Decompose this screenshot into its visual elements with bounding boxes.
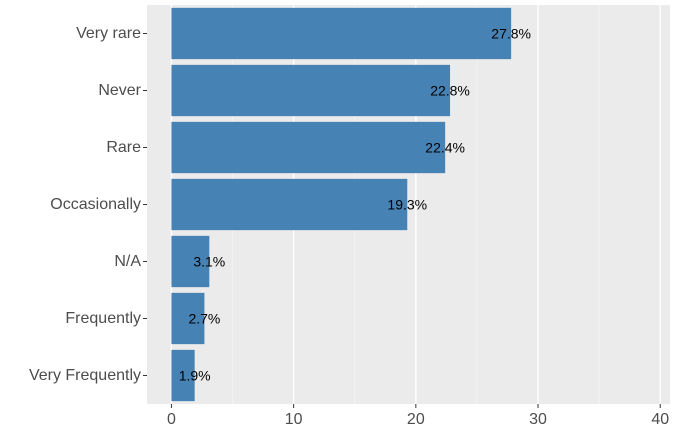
y-tick-label: Very Frequently <box>29 367 141 384</box>
y-tick-label: Rare <box>106 139 141 156</box>
x-tick-label: 20 <box>407 411 425 428</box>
bar <box>171 121 446 174</box>
data-label: 1.9% <box>179 368 211 384</box>
x-tick-label: 40 <box>651 411 669 428</box>
data-label: 2.7% <box>188 311 220 327</box>
y-tick-label: Frequently <box>65 310 141 327</box>
bars <box>171 7 512 402</box>
bar <box>171 235 210 288</box>
x-tick-label: 10 <box>285 411 303 428</box>
data-label: 3.1% <box>193 254 225 270</box>
data-label: 19.3% <box>387 197 427 213</box>
data-label: 22.4% <box>425 140 465 156</box>
bar <box>171 7 512 60</box>
data-labels: 27.8% 22.8% 22.4% 19.3% 3.1% 2.7% 1.9% <box>179 26 531 384</box>
x-tick-label: 30 <box>529 411 547 428</box>
y-tick-label: Very rare <box>76 25 141 42</box>
bar <box>171 178 408 231</box>
y-tick-label: Occasionally <box>50 196 141 213</box>
x-tick-label: 0 <box>167 411 176 428</box>
y-axis: Very rare Never Rare Occasionally N/A Frequen… <box>29 25 147 384</box>
data-label: 22.8% <box>430 83 470 99</box>
x-axis: 0 10 20 30 40 <box>167 404 669 428</box>
y-tick-label: Never <box>98 82 141 99</box>
bar <box>171 64 451 117</box>
y-tick-label: N/A <box>114 253 141 270</box>
data-label: 27.8% <box>491 26 531 42</box>
bar <box>171 349 195 402</box>
bar <box>171 292 205 345</box>
